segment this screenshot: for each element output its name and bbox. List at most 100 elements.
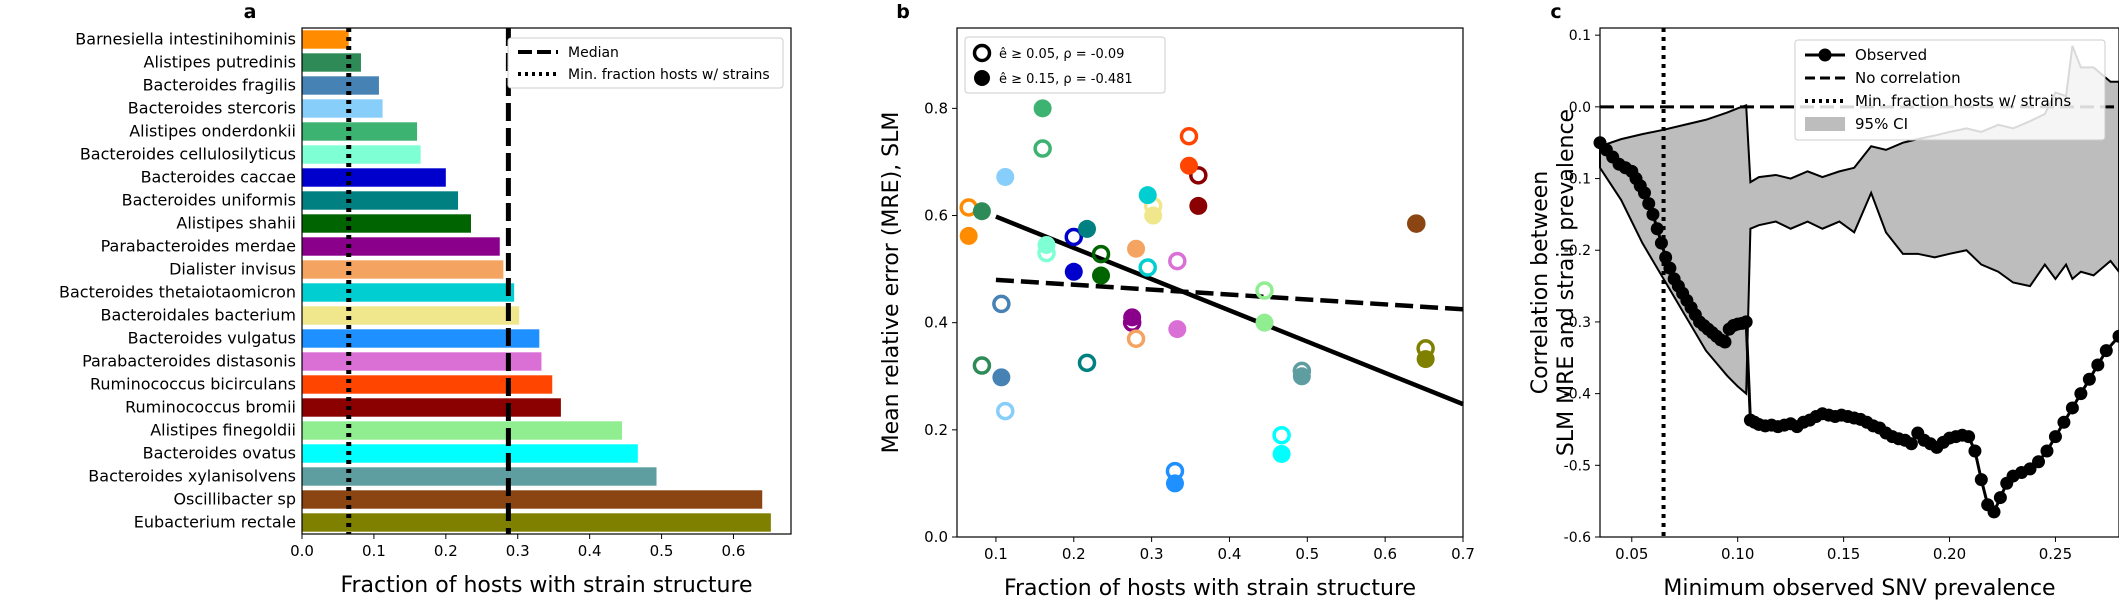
legend-min-label: Min. fraction hosts w/ strains xyxy=(568,67,770,83)
bar xyxy=(302,53,361,72)
y-tick-label: -0.6 xyxy=(1564,530,1591,546)
fit-line-filled xyxy=(995,214,1464,407)
category-label: Bacteroides xylanisolvens xyxy=(88,467,296,486)
observed-point xyxy=(1646,207,1660,221)
open-point xyxy=(1077,353,1097,373)
observed-point xyxy=(1968,444,1982,458)
observed-point xyxy=(1650,222,1664,236)
bar xyxy=(302,398,561,417)
panel-b-scatter-chart: 0.1 0.2 0.3 0.4 0.5 0.6 0.7 0.0 0.2 0.4 0.6 0.8 Frac… xyxy=(879,27,1475,601)
y-tick-label: -0.1 xyxy=(1564,172,1591,188)
x-tick-label: 0.3 xyxy=(506,542,530,560)
open-point xyxy=(1189,166,1208,185)
filled-point xyxy=(1033,99,1052,118)
bar xyxy=(302,375,553,394)
category-label: Eubacterium rectale xyxy=(134,513,296,532)
category-label: Oscillibacter sp xyxy=(173,490,296,509)
observed-point xyxy=(1962,430,1976,444)
x-axis-label: Fraction of hosts with strain structure xyxy=(340,573,752,598)
category-label: Bacteroides stercoris xyxy=(128,99,296,118)
x-tick-label: 0.05 xyxy=(1615,545,1648,563)
bar xyxy=(302,145,421,164)
bar xyxy=(302,352,542,371)
observed-point xyxy=(1659,250,1673,264)
category-label: Alistipes shahii xyxy=(176,214,296,233)
panel-label-a: a xyxy=(244,1,257,23)
filled-point xyxy=(1144,206,1163,225)
bar xyxy=(302,467,657,486)
y-tick-label: -0.3 xyxy=(1564,315,1591,331)
filled-point xyxy=(1272,444,1291,463)
bar xyxy=(302,306,520,325)
category-label: Bacteroides uniformis xyxy=(122,191,296,210)
observed-point xyxy=(2032,455,2046,469)
legend-label: No correlation xyxy=(1855,69,1961,87)
axes-frame xyxy=(1599,27,2119,538)
axes-frame xyxy=(301,27,792,535)
category-label: Bacteroides thetaiotaomicron xyxy=(59,283,296,302)
y-tick-label: 0.0 xyxy=(1569,100,1591,116)
panel-label-c: c xyxy=(1550,1,1561,23)
x-tick-label: 0.7 xyxy=(1451,545,1475,563)
bar xyxy=(302,283,515,302)
legend-median-label: Median xyxy=(568,45,619,61)
category-label: Parabacteroides distasonis xyxy=(82,352,296,371)
bar xyxy=(302,237,500,256)
observed-point xyxy=(2057,415,2071,429)
observed-point xyxy=(1637,186,1651,200)
open-point xyxy=(1168,251,1187,271)
y-tick-label: 0.0 xyxy=(924,528,948,546)
legend-label: 95% CI xyxy=(1855,115,1908,133)
open-point xyxy=(992,294,1011,314)
x-tick-label: 0.1 xyxy=(984,545,1008,563)
x-tick-label: 0.4 xyxy=(1218,545,1242,563)
x-tick-label: 0.20 xyxy=(1933,545,1966,563)
category-label: Bacteroides cellulosilyticus xyxy=(80,145,296,164)
observed-point xyxy=(1663,261,1677,275)
axes-frame xyxy=(956,27,1464,538)
observed-point xyxy=(2023,462,2037,476)
category-label: Ruminococcus bromii xyxy=(125,398,296,417)
bar xyxy=(302,30,349,49)
legend-observed-marker xyxy=(1818,48,1832,62)
filled-point xyxy=(1168,320,1187,339)
bar xyxy=(302,490,763,509)
x-tick-label: 0.2 xyxy=(1062,545,1086,563)
x-tick-label: 0.6 xyxy=(1373,545,1397,563)
observed-point xyxy=(1993,491,2007,505)
filled-point xyxy=(1255,313,1274,332)
observed-point xyxy=(1739,315,1753,329)
bar xyxy=(302,513,771,532)
observed-point xyxy=(1904,437,1918,451)
category-label: Bacteroides caccae xyxy=(141,168,296,187)
y-tick-label: -0.4 xyxy=(1564,387,1591,403)
open-point xyxy=(1064,227,1084,247)
x-tick-label: 0.10 xyxy=(1721,545,1754,563)
legend-open-label: ê ≥ 0.05, ρ = -0.09 xyxy=(999,47,1124,62)
category-label: Bacteroides fragilis xyxy=(143,76,296,95)
legend-label: Observed xyxy=(1855,46,1927,64)
y-axis-label-line-1: Correlation between xyxy=(1528,171,1553,394)
legend-filled-label: ê ≥ 0.15, ρ = -0.481 xyxy=(999,72,1133,87)
observed-point xyxy=(2065,401,2079,415)
y-axis-label-line-2: SLM MRE and strain prevalence xyxy=(1554,109,1579,456)
y-tick-label: 0.8 xyxy=(924,99,948,117)
filled-point xyxy=(1292,367,1311,386)
category-label: Alistipes finegoldii xyxy=(150,421,296,440)
x-tick-label: 0.25 xyxy=(2039,545,2072,563)
y-tick-label: 0.2 xyxy=(924,421,948,439)
x-tick-label: 0.5 xyxy=(650,542,674,560)
category-label: Alistipes onderdonkii xyxy=(129,122,296,141)
observed-point xyxy=(2082,372,2096,386)
filled-point xyxy=(1179,156,1198,175)
observed-point xyxy=(2091,358,2105,372)
open-point xyxy=(1272,425,1291,445)
observed-point xyxy=(2048,430,2062,444)
bar xyxy=(302,76,379,95)
open-point xyxy=(1138,258,1157,277)
category-label: Parabacteroides merdae xyxy=(101,237,296,256)
bar xyxy=(302,421,623,440)
filled-point xyxy=(1123,308,1142,327)
x-tick-label: 0.15 xyxy=(1827,545,1860,563)
x-tick-label: 0.0 xyxy=(290,542,314,560)
